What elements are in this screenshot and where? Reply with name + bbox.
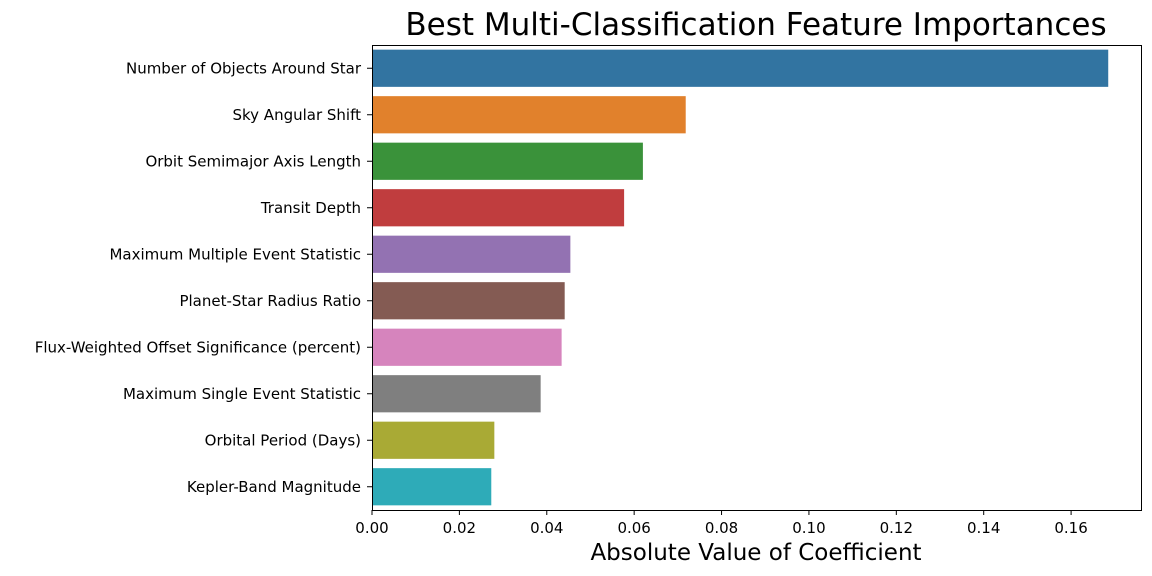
y-tick-label: Number of Objects Around Star <box>126 59 362 77</box>
bar <box>372 468 492 506</box>
x-tick-label: 0.08 <box>705 519 738 537</box>
y-tick-label: Planet-Star Radius Ratio <box>179 292 361 310</box>
bar <box>372 282 565 320</box>
bar <box>372 189 625 227</box>
y-tick-label: Orbit Semimajor Axis Length <box>145 152 361 170</box>
y-tick-label: Maximum Multiple Event Statistic <box>109 245 361 263</box>
x-tick-label: 0.00 <box>355 519 388 537</box>
bar <box>372 96 686 134</box>
x-axis-ticks: 0.00 0.02 0.04 0.06 0.08 0.10 0.12 0.14 0.16 <box>355 510 1088 537</box>
bar <box>372 142 643 180</box>
y-tick-label: Sky Angular Shift <box>232 106 361 124</box>
x-tick-label: 0.06 <box>617 519 650 537</box>
bars-layer <box>372 49 1109 506</box>
y-tick-label: Flux-Weighted Offset Significance (perce… <box>35 338 361 356</box>
y-tick-label: Orbital Period (Days) <box>205 431 361 449</box>
x-tick-label: 0.04 <box>530 519 563 537</box>
x-tick-label: 0.02 <box>443 519 476 537</box>
x-tick-label: 0.10 <box>792 519 825 537</box>
chart-title: Best Multi-Classification Feature Import… <box>405 7 1106 43</box>
y-tick-label: Kepler-Band Magnitude <box>187 478 361 496</box>
x-tick-label: 0.14 <box>967 519 1000 537</box>
bar <box>372 49 1109 87</box>
x-axis-label: Absolute Value of Coefficient <box>590 540 921 566</box>
x-tick-label: 0.16 <box>1054 519 1087 537</box>
y-axis-ticks: Number of Objects Around Star Sky Angular… <box>35 59 372 496</box>
y-tick-label: Maximum Single Event Statistic <box>123 385 361 403</box>
x-tick-label: 0.12 <box>880 519 913 537</box>
plot-frame <box>372 45 1142 511</box>
bar <box>372 375 541 413</box>
bar <box>372 328 562 366</box>
y-tick-label: Transit Depth <box>260 199 361 217</box>
bar <box>372 235 571 273</box>
bar <box>372 421 495 459</box>
